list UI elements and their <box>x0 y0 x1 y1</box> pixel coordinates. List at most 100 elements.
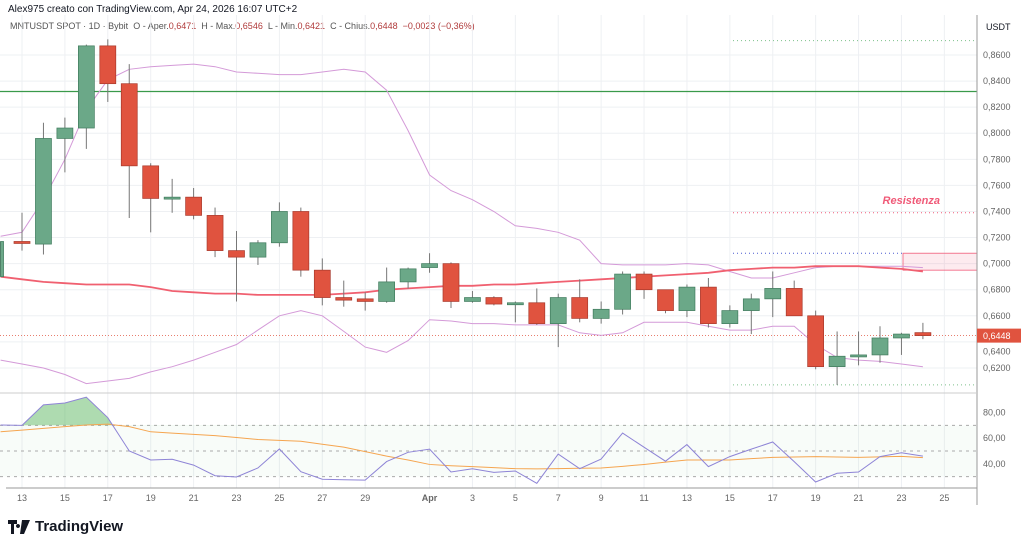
time-tick-label: 25 <box>274 493 284 503</box>
candle-body <box>914 332 932 336</box>
candle-body <box>549 297 567 324</box>
candle-body <box>313 269 331 298</box>
time-tick-label: 27 <box>317 493 327 503</box>
candle-body <box>850 354 867 358</box>
high-value: 0,6546 <box>235 21 263 31</box>
tradingview-logo-icon <box>8 519 30 534</box>
candles <box>0 39 932 385</box>
price-tick-label: 0,6600 <box>983 311 1011 321</box>
time-tick-label: 7 <box>556 493 561 503</box>
candle <box>120 64 138 218</box>
candle-body <box>206 215 224 251</box>
candle-body <box>271 211 288 244</box>
time-tick-label: 29 <box>360 493 370 503</box>
candle <box>56 117 74 173</box>
time-tick-label: 17 <box>103 493 113 503</box>
candle-body <box>185 196 202 216</box>
candle <box>657 289 674 314</box>
price-tick-label: 0,8000 <box>983 128 1011 138</box>
candle <box>571 279 589 323</box>
price-tick-label: 0,6200 <box>983 363 1011 373</box>
candle-body <box>77 45 95 129</box>
high-label: H - Max. <box>201 21 236 31</box>
candle-body <box>742 298 760 311</box>
candle <box>507 301 524 323</box>
candle-body <box>35 138 52 245</box>
rsi-pane <box>0 396 977 484</box>
candle-body <box>785 288 803 317</box>
candle <box>592 301 610 324</box>
candle <box>356 292 374 311</box>
candle <box>185 188 202 220</box>
bollinger-upper <box>0 63 923 279</box>
price-tick-label: 0,7600 <box>983 180 1011 190</box>
candle <box>871 326 889 363</box>
candle <box>850 331 867 366</box>
time-tick-label: 11 <box>639 493 648 503</box>
candle <box>271 202 288 247</box>
candle-body <box>421 263 438 268</box>
candle-body <box>528 302 546 324</box>
candle-body <box>807 315 825 368</box>
candle <box>378 267 395 303</box>
candle <box>13 212 31 251</box>
time-tick-label: 15 <box>725 493 735 503</box>
candle <box>399 267 417 289</box>
rsi-overbought-fill <box>0 397 923 426</box>
candle <box>721 305 739 328</box>
candle-body <box>635 273 653 291</box>
candle <box>485 296 503 306</box>
candle <box>635 271 653 299</box>
close-value: 0,6448 <box>370 21 398 31</box>
bollinger-middle <box>0 265 924 296</box>
candle-body <box>56 127 74 139</box>
candle-body <box>657 289 674 311</box>
candle <box>421 253 438 273</box>
symbol-name[interactable]: MNTUSDT SPOT · 1D · Bybit <box>10 21 129 31</box>
candle-body <box>871 337 889 356</box>
candle <box>335 280 353 307</box>
time-tick-label: 17 <box>768 493 778 503</box>
candle-body <box>399 268 417 283</box>
candle <box>292 207 310 277</box>
chart-credit: Alex975 creato con TradingView.com, Apr … <box>8 4 298 15</box>
price-tick-label: 0,7200 <box>983 233 1011 243</box>
candle-body <box>893 333 910 339</box>
time-tick-label: 15 <box>60 493 70 503</box>
candle <box>313 258 331 306</box>
candle <box>700 277 717 328</box>
candle-body <box>99 45 117 85</box>
time-tick-label: 5 <box>513 493 518 503</box>
candle <box>99 39 117 102</box>
candle <box>0 241 4 278</box>
time-tick-label: 23 <box>231 493 241 503</box>
bollinger-lower <box>0 310 923 385</box>
axes: USDT 0,8600 0,8400 0,8200 0,8000 0,7800 0,7600… <box>0 15 1021 505</box>
price-tick-label: 0,8200 <box>983 102 1011 112</box>
candle <box>764 271 782 318</box>
tradingview-logo[interactable]: TradingView <box>8 518 123 535</box>
candle <box>528 288 546 325</box>
price-tick-label: 0,7800 <box>983 154 1011 164</box>
candle <box>893 332 910 355</box>
candle-body <box>120 83 138 167</box>
time-tick-label: 21 <box>189 493 199 503</box>
price-tick-label: 0,6400 <box>983 347 1011 357</box>
candle <box>549 293 567 348</box>
rsi-tick-label: 80,00 <box>983 408 1006 418</box>
candle-body <box>249 242 267 258</box>
time-tick-label: 19 <box>811 493 821 503</box>
candle <box>614 271 631 315</box>
time-tick-label: 13 <box>682 493 692 503</box>
rsi-background-band <box>0 425 977 477</box>
candle-body <box>614 273 631 310</box>
candle-body <box>292 211 310 271</box>
candle-body <box>828 355 846 368</box>
candle-body <box>335 297 353 301</box>
candle <box>785 280 803 317</box>
time-tick-label: 3 <box>470 493 475 503</box>
price-tick-label: 0,7000 <box>983 259 1011 269</box>
candle-body <box>507 302 524 306</box>
candle <box>464 291 481 303</box>
